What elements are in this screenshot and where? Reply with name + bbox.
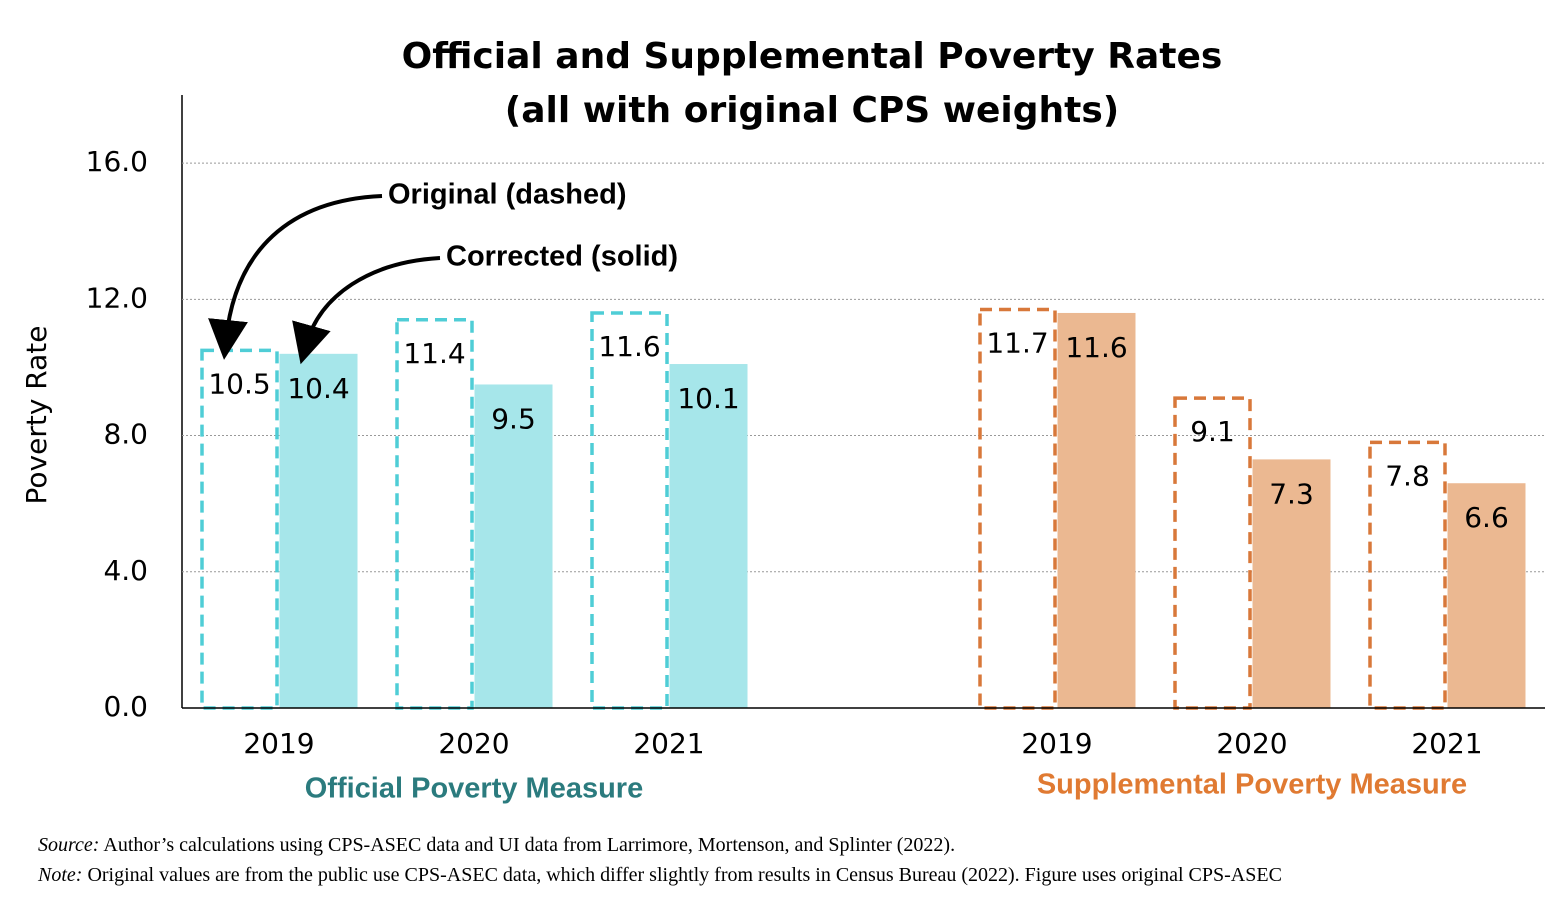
bar xyxy=(279,353,358,708)
y-tick-label: 16.0 xyxy=(86,145,148,178)
data-label: 7.3 xyxy=(1269,477,1314,510)
footnote: Note: Original values are from the publi… xyxy=(37,864,1282,886)
bar xyxy=(1252,459,1331,708)
bar xyxy=(978,307,1057,710)
data-label: 6.6 xyxy=(1464,501,1509,534)
note-text: Original values are from the public use … xyxy=(87,864,1281,886)
source-label: Source: xyxy=(38,834,99,856)
bar xyxy=(590,311,669,710)
annotation: Corrected (solid) xyxy=(446,241,678,273)
note-label: Note: xyxy=(37,864,82,886)
x-tick-label: 2020 xyxy=(1216,727,1287,760)
data-label: 9.5 xyxy=(491,402,536,435)
y-tick-label: 12.0 xyxy=(86,281,148,314)
data-label: 11.6 xyxy=(1065,331,1127,364)
data-label: 10.4 xyxy=(287,372,349,405)
chart-title: Official and Supplemental Poverty Rates xyxy=(402,36,1223,77)
y-tick-label: 0.0 xyxy=(103,690,148,723)
bar xyxy=(200,348,279,710)
bar xyxy=(669,364,748,708)
group-label: Official Poverty Measure xyxy=(305,773,643,805)
y-axis-label: Poverty Rate xyxy=(20,326,53,505)
bar xyxy=(474,384,553,708)
data-label: 11.7 xyxy=(986,327,1048,360)
x-tick-label: 2019 xyxy=(243,727,314,760)
bar xyxy=(395,318,474,710)
annotation-arrow xyxy=(208,194,383,360)
bar xyxy=(1057,312,1136,708)
data-label: 11.6 xyxy=(598,330,660,363)
data-label: 10.1 xyxy=(677,382,739,415)
group-label: Supplemental Poverty Measure xyxy=(1037,769,1467,801)
annotation-arrow xyxy=(292,256,441,365)
data-label: 11.4 xyxy=(403,337,465,370)
y-tick-label: 8.0 xyxy=(103,418,148,451)
x-tick-label: 2020 xyxy=(438,727,509,760)
x-tick-label: 2021 xyxy=(1411,727,1482,760)
source-text: Author’s calculations using CPS-ASEC dat… xyxy=(103,834,955,856)
bar xyxy=(1447,483,1526,708)
data-label: 7.8 xyxy=(1385,459,1430,492)
x-tick-label: 2021 xyxy=(633,727,704,760)
data-label: 10.5 xyxy=(208,367,270,400)
data-label: 9.1 xyxy=(1190,415,1235,448)
footnote: Source: Author’s calculations using CPS-… xyxy=(38,834,955,856)
y-tick-label: 4.0 xyxy=(103,554,148,587)
chart-subtitle: (all with original CPS weights) xyxy=(505,90,1119,131)
annotation: Original (dashed) xyxy=(388,179,626,211)
x-tick-label: 2019 xyxy=(1021,727,1092,760)
